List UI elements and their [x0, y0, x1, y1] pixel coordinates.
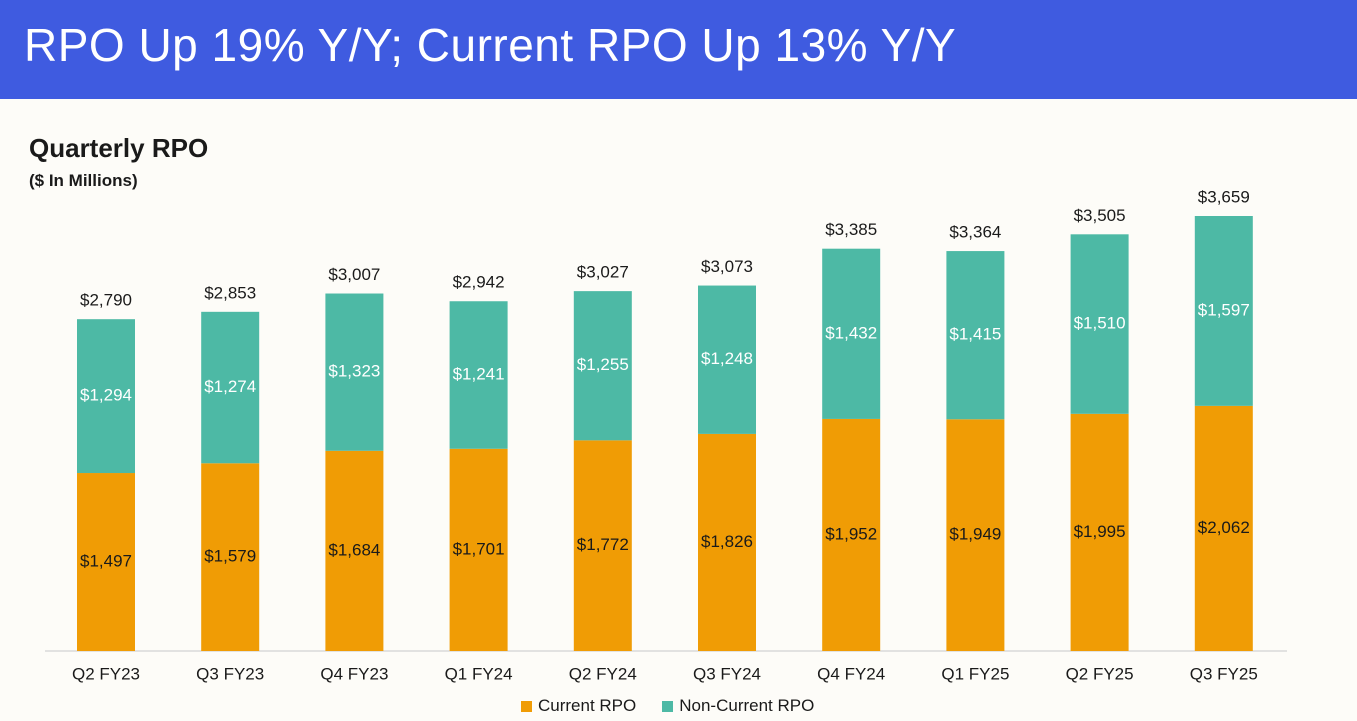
data-label-current: $1,497 [80, 551, 132, 570]
data-label-current: $1,952 [825, 524, 877, 543]
data-label-noncurrent: $1,241 [453, 364, 505, 383]
bar-noncurrent-rpo [1194, 216, 1253, 406]
data-label-total: $2,790 [80, 291, 132, 310]
data-label-current: $1,949 [949, 525, 1001, 544]
bar-current-rpo [449, 448, 508, 651]
data-label-current: $1,826 [701, 532, 753, 551]
bar-noncurrent-rpo [822, 248, 881, 419]
x-tick-label: Q1 FY25 [941, 664, 1009, 683]
bar-current-rpo [201, 463, 260, 651]
data-label-current: $1,772 [577, 535, 629, 554]
data-label-current: $2,062 [1198, 518, 1250, 537]
x-tick-label: Q2 FY25 [1066, 664, 1134, 683]
data-label-total: $3,073 [701, 257, 753, 276]
data-label-noncurrent: $1,597 [1198, 300, 1250, 319]
data-label-total: $3,364 [949, 223, 1001, 242]
data-label-total: $3,027 [577, 263, 629, 282]
chart-title: Quarterly RPO [29, 133, 209, 163]
header-banner: RPO Up 19% Y/Y; Current RPO Up 13% Y/Y [0, 0, 1357, 99]
x-tick-label: Q3 FY23 [196, 664, 264, 683]
x-tick-label: Q2 FY24 [569, 664, 637, 683]
bar-noncurrent-rpo [449, 301, 508, 449]
data-label-noncurrent: $1,510 [1074, 314, 1126, 333]
data-label-noncurrent: $1,415 [949, 325, 1001, 344]
legend-label-current: Current RPO [538, 696, 637, 715]
bar-noncurrent-rpo [946, 251, 1005, 420]
data-label-total: $2,853 [204, 283, 256, 302]
x-tick-label: Q3 FY24 [693, 664, 761, 683]
data-label-total: $3,505 [1074, 206, 1126, 225]
data-label-noncurrent: $1,274 [204, 377, 256, 396]
data-label-noncurrent: $1,432 [825, 323, 877, 342]
bar-noncurrent-rpo [325, 293, 384, 451]
legend-item-noncurrent: Non-Current RPO [662, 696, 814, 716]
x-tick-label: Q2 FY23 [72, 664, 140, 683]
bar-current-rpo [946, 419, 1005, 651]
chart-subtitle: ($ In Millions) [29, 171, 138, 190]
bar-noncurrent-rpo [698, 285, 756, 434]
data-label-current: $1,684 [328, 540, 380, 559]
x-tick-label: Q4 FY24 [817, 664, 885, 683]
data-label-noncurrent: $1,323 [328, 362, 380, 381]
data-label-total: $3,659 [1198, 187, 1250, 206]
bar-current-rpo [698, 433, 756, 651]
x-tick-label: Q4 FY23 [320, 664, 388, 683]
bar-current-rpo [77, 473, 135, 651]
bar-current-rpo [822, 418, 881, 651]
legend-label-noncurrent: Non-Current RPO [679, 696, 815, 715]
page-title: RPO Up 19% Y/Y; Current RPO Up 13% Y/Y [24, 19, 957, 71]
data-label-noncurrent: $1,294 [80, 386, 132, 405]
data-label-total: $3,007 [328, 265, 380, 284]
data-label-current: $1,579 [204, 547, 256, 566]
x-tick-label: Q3 FY25 [1190, 664, 1258, 683]
data-label-current: $1,995 [1074, 522, 1126, 541]
bar-current-rpo [1194, 405, 1253, 651]
data-label-noncurrent: $1,255 [577, 355, 629, 374]
bar-noncurrent-rpo [573, 291, 632, 441]
bar-noncurrent-rpo [1070, 234, 1129, 414]
bar-current-rpo [325, 450, 384, 651]
x-tick-label: Q1 FY24 [445, 664, 513, 683]
bar-noncurrent-rpo [77, 319, 135, 474]
bar-current-rpo [1070, 413, 1129, 651]
bar-noncurrent-rpo [201, 311, 260, 464]
data-label-noncurrent: $1,248 [701, 349, 753, 368]
bar-current-rpo [573, 440, 632, 651]
data-label-total: $3,385 [825, 220, 877, 239]
data-label-current: $1,701 [453, 539, 505, 558]
legend-swatch-noncurrent [662, 700, 674, 712]
legend-swatch-current [521, 700, 532, 712]
legend-item-current: Current RPO [521, 696, 636, 716]
data-label-total: $2,942 [453, 273, 505, 292]
chart-legend: Current RPO Non-Current RPO [521, 695, 814, 717]
